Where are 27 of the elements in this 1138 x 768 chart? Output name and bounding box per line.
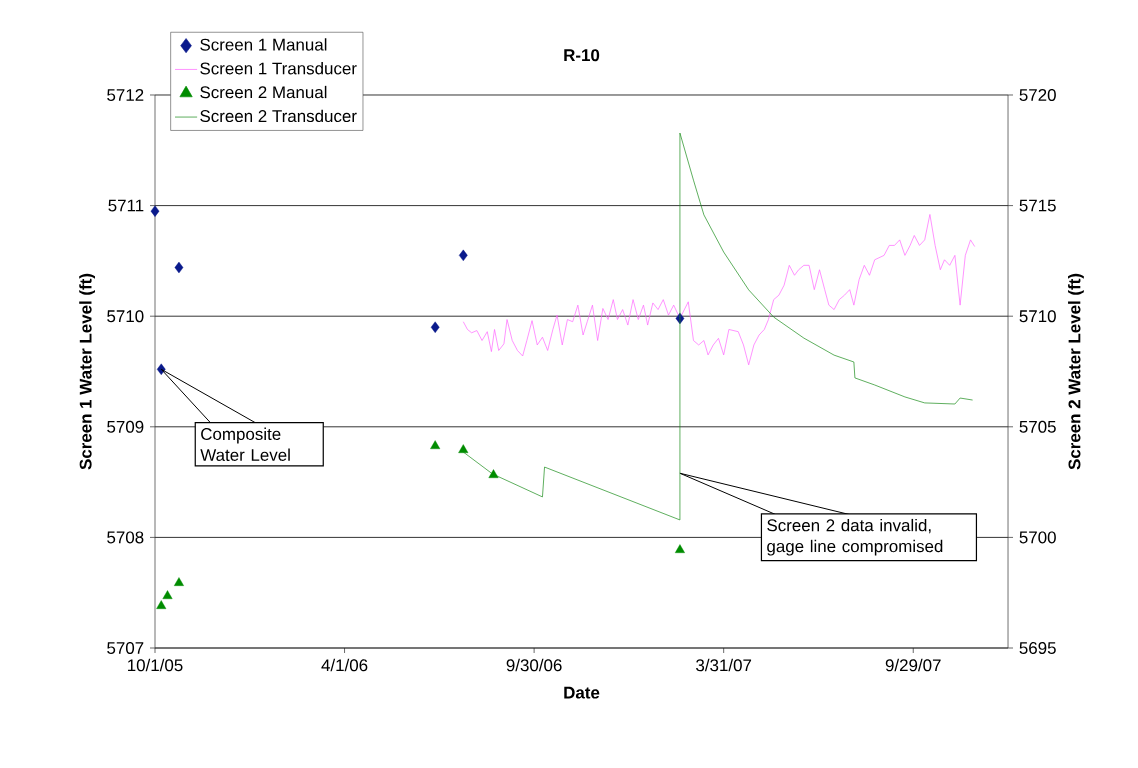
- y-tick-label: 5708: [107, 531, 144, 544]
- y-tick-label: 5710: [107, 310, 144, 323]
- y-tick-label: 5707: [107, 642, 144, 654]
- y2-tick-label: 5700: [1019, 531, 1056, 544]
- x-tick-label: 9/29/07: [885, 658, 941, 672]
- x-tick-label: 3/31/07: [696, 658, 752, 672]
- x-axis-title: Date: [564, 686, 600, 699]
- y-tick-label: 5709: [107, 420, 144, 433]
- y-axis-title: Screen 1 Water Level (ft): [79, 273, 95, 470]
- annotation: Composite Water Level: [200, 427, 290, 461]
- chart-title: R-10: [564, 49, 600, 62]
- legend-label: Screen 1 Transducer: [200, 62, 357, 75]
- x-tick-label: 4/1/06: [321, 658, 368, 672]
- y2-tick-label: 5720: [1019, 88, 1056, 101]
- y2-tick-label: 5715: [1019, 199, 1056, 212]
- legend-label: Screen 2 Transducer: [200, 109, 357, 123]
- x-tick-label: 9/30/06: [506, 658, 562, 672]
- y2-axis-title: Screen 2 Water Level (ft): [1068, 273, 1084, 470]
- legend-label: Screen 1 Manual: [200, 38, 327, 51]
- y2-tick-label: 5710: [1019, 310, 1056, 323]
- y2-tick-label: 5695: [1019, 642, 1056, 654]
- y2-tick-label: 5705: [1019, 420, 1056, 433]
- y-tick-label: 5711: [108, 199, 144, 212]
- y-tick-label: 5712: [107, 89, 144, 101]
- legend-label: Screen 2 Manual: [200, 85, 327, 99]
- annotation: Screen 2 data invalid, gage line compromised: [767, 518, 943, 556]
- x-tick-label: 10/1/05: [128, 658, 183, 672]
